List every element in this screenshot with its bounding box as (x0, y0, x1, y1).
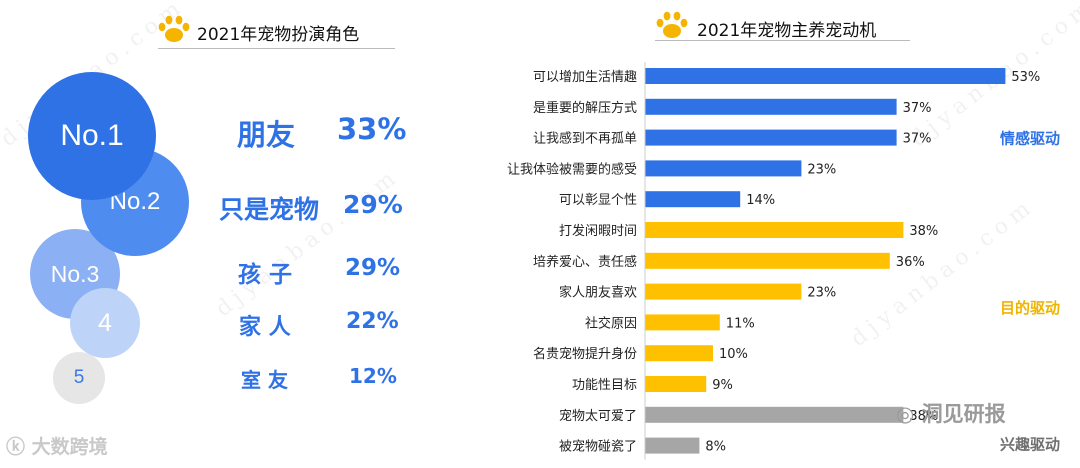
rank-5-badge: 5 (73, 367, 85, 388)
value-label: 9% (712, 378, 733, 393)
category-label: 可以彰显个性 (559, 192, 637, 208)
rank-5-circle: 5 (53, 352, 105, 404)
group-label: 目的驱动 (1000, 299, 1060, 317)
value-label: 38% (909, 224, 938, 239)
value-label: 36% (896, 255, 925, 270)
value-label: 10% (719, 347, 748, 362)
right-title-divider (655, 40, 910, 41)
rank-5-label: 室 友 (241, 368, 288, 392)
paw-icon (656, 11, 688, 38)
value-label: 11% (726, 316, 755, 331)
rank-3-badge: No.3 (50, 260, 100, 287)
rank-1-pct: 33% (337, 112, 407, 146)
brand-name-right: 洞见研报 (921, 402, 1006, 426)
bar (645, 314, 720, 331)
brand-name-left: 大数跨境 (31, 436, 108, 458)
category-label: 培养爱心、责任感 (533, 254, 637, 270)
category-label: 名贵宠物提升身份 (533, 346, 637, 362)
bar (645, 160, 802, 177)
value-label: 53% (1011, 70, 1040, 85)
bar (645, 283, 802, 300)
logo-mark-icon: ⓚ (6, 436, 32, 458)
rank-5-pct: 12% (349, 364, 397, 388)
brand-logo-right: ◎ 洞见研报 (896, 398, 1006, 428)
watermark: djyanbao.com (211, 163, 405, 322)
right-panel-title: 2021年宠物主养宠动机 (697, 21, 877, 41)
bar (645, 437, 700, 454)
value-label: 14% (746, 193, 775, 208)
category-label: 被宠物碰瓷了 (559, 439, 637, 455)
rank-4-pct: 22% (346, 309, 399, 334)
category-label: 打发闲暇时间 (559, 223, 637, 239)
left-panel-title: 2021年宠物扮演角色 (197, 25, 360, 45)
category-label: 宠物太可爱了 (559, 408, 637, 424)
category-label: 家人朋友喜欢 (559, 285, 637, 301)
left-title-divider (158, 48, 395, 49)
category-label: 让我体验被需要的感受 (507, 161, 637, 177)
bar (645, 222, 904, 238)
value-label: 8% (705, 440, 726, 455)
category-label: 可以增加生活情趣 (533, 70, 637, 85)
brand-logo-left: ⓚ 大数跨境 (6, 432, 108, 459)
rank-2-pct: 29% (343, 190, 403, 219)
value-label: 23% (807, 162, 836, 177)
value-label: 38% (909, 409, 938, 424)
rank-3-pct: 29% (345, 255, 401, 281)
group-label: 兴趣驱动 (1000, 436, 1060, 454)
bar (645, 129, 897, 146)
category-label: 社交原因 (585, 315, 637, 331)
bar (645, 345, 713, 362)
rank-1-label: 朋友 (237, 118, 296, 152)
bar (645, 406, 904, 423)
group-label: 情感驱动 (1000, 130, 1060, 148)
value-label: 37% (903, 101, 932, 116)
bar (645, 98, 897, 115)
paw-icon (158, 15, 190, 42)
bar (645, 191, 741, 208)
value-label: 23% (807, 286, 836, 301)
rank-2-label: 只是宠物 (219, 195, 320, 224)
rank-1-circle: No.1 (28, 72, 156, 200)
category-label: 让我感到不再孤单 (533, 131, 637, 147)
bar (645, 68, 1006, 84)
wechat-icon: ◎ (896, 402, 922, 426)
category-label: 功能性目标 (572, 378, 637, 393)
bar (645, 252, 890, 269)
rank-4-circle: 4 (70, 288, 140, 358)
rank-4-label: 家 人 (239, 315, 291, 340)
rank-1-badge: No.1 (60, 119, 124, 152)
motivation-bar-chart: 可以增加生活情趣 53% 是重要的解压方式 37% 让我感到不再孤单 37% 让我体验被需要… (507, 62, 1060, 460)
bar (645, 376, 707, 392)
category-label: 是重要的解压方式 (533, 100, 637, 116)
rank-3-label: 孩 子 (238, 262, 293, 288)
rank-4-badge: 4 (98, 308, 112, 337)
value-label: 37% (903, 132, 932, 147)
